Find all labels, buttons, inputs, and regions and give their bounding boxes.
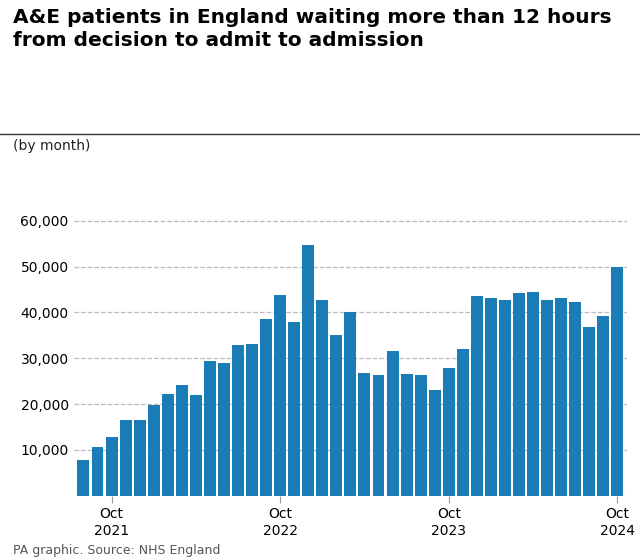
Bar <box>330 335 342 496</box>
Text: PA graphic. Source: NHS England: PA graphic. Source: NHS England <box>13 544 220 557</box>
Bar <box>513 293 525 496</box>
Bar <box>302 245 314 496</box>
Bar <box>92 447 104 496</box>
Bar <box>162 394 173 496</box>
Bar <box>485 298 497 496</box>
Bar <box>611 267 623 496</box>
Bar <box>274 295 286 496</box>
Bar <box>358 374 371 496</box>
Bar <box>443 368 455 496</box>
Bar <box>555 298 567 496</box>
Text: (by month): (by month) <box>13 139 90 153</box>
Bar <box>457 349 468 496</box>
Bar <box>401 374 413 496</box>
Bar <box>232 346 244 496</box>
Bar <box>372 375 385 496</box>
Text: A&E patients in England waiting more than 12 hours
from decision to admit to adm: A&E patients in England waiting more tha… <box>13 8 611 50</box>
Bar <box>260 319 272 496</box>
Bar <box>246 344 258 496</box>
Bar <box>204 361 216 496</box>
Bar <box>288 321 300 496</box>
Bar <box>471 296 483 496</box>
Bar <box>569 302 581 496</box>
Bar <box>415 375 427 496</box>
Bar <box>176 385 188 496</box>
Bar <box>120 419 132 496</box>
Bar <box>597 316 609 496</box>
Bar <box>218 363 230 496</box>
Bar <box>77 460 90 496</box>
Bar <box>499 300 511 496</box>
Bar <box>134 419 146 496</box>
Bar <box>541 300 553 496</box>
Bar <box>583 326 595 496</box>
Bar <box>387 351 399 496</box>
Bar <box>316 300 328 496</box>
Bar <box>344 312 356 496</box>
Bar <box>429 390 441 496</box>
Bar <box>527 292 539 496</box>
Bar <box>106 437 118 496</box>
Bar <box>190 395 202 496</box>
Bar <box>148 405 159 496</box>
